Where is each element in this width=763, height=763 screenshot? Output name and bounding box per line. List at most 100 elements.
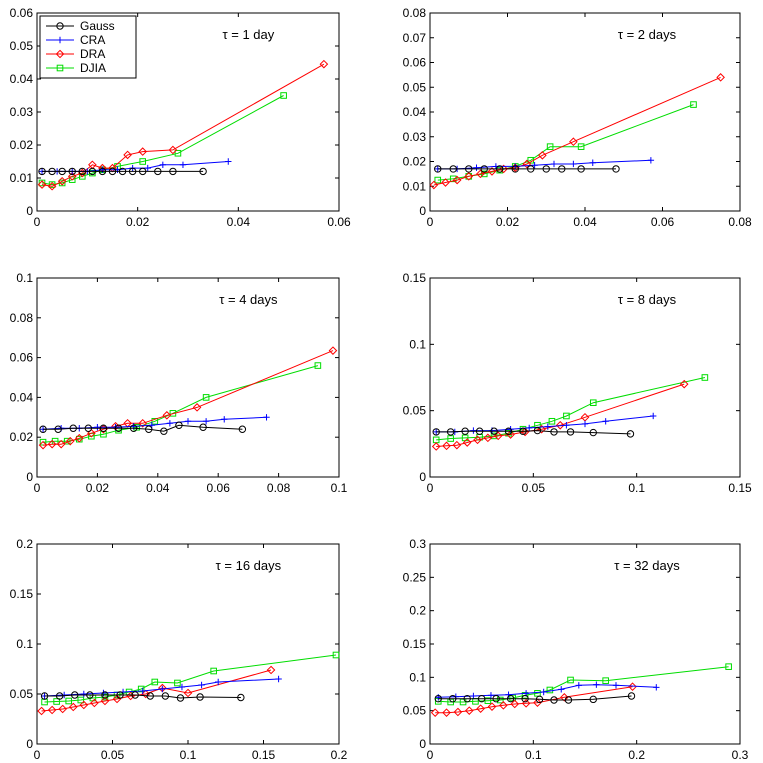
data-point-gauss <box>176 694 185 702</box>
series-line-gauss <box>44 694 241 699</box>
y-tick-label: 0.03 <box>10 105 34 119</box>
data-point-cra <box>166 420 174 427</box>
tau-annotation: τ = 8 days <box>618 292 677 307</box>
legend-marker-dra <box>55 49 65 59</box>
data-point-dra <box>141 689 151 699</box>
series-line-dra <box>42 350 334 446</box>
data-point-dra <box>522 159 532 169</box>
data-point-cra <box>470 692 477 700</box>
data-point-dra <box>555 420 565 430</box>
data-point-gauss <box>108 167 117 176</box>
data-point-dra <box>47 181 57 191</box>
tau-annotation: τ = 2 days <box>618 27 677 42</box>
series-gauss <box>39 421 247 435</box>
data-point-cra <box>159 685 166 693</box>
data-point-cra <box>647 157 655 164</box>
data-point-gauss <box>521 694 529 703</box>
chart-panel-1: 0 0.02 0.04 0.06 0 0.01 0.02 0.03 0.04 0.05 0.06 τ … <box>10 6 351 229</box>
y-tick-label: 0.07 <box>403 31 427 45</box>
data-point-gauss <box>128 167 137 176</box>
data-point-cra <box>178 683 186 691</box>
data-point-dra <box>56 439 66 449</box>
data-point-gauss <box>449 165 457 173</box>
data-point-gauss <box>477 694 486 703</box>
data-point-gauss <box>48 167 56 176</box>
data-point-cra <box>531 162 538 169</box>
data-point-gauss <box>533 426 542 435</box>
chart-panel-3: 0 0.02 0.04 0.06 0.08 0.1 0 0.02 0.04 0.06 0.08 0.1… <box>10 271 348 495</box>
data-point-djia <box>151 417 159 425</box>
data-point-djia <box>139 158 146 165</box>
series-gauss <box>40 691 245 702</box>
data-point-dra <box>87 428 96 438</box>
y-tick-label: 0.04 <box>10 72 34 86</box>
y-tick-label: 0.1 <box>409 670 426 684</box>
data-point-gauss <box>432 428 440 436</box>
data-point-dra <box>452 175 462 185</box>
y-tick-label: 0 <box>26 204 33 218</box>
data-point-gauss <box>54 425 62 433</box>
data-point-dra <box>68 702 78 712</box>
x-tick-label: 0 <box>427 481 434 495</box>
data-point-djia <box>449 175 457 183</box>
x-tick-label: 0.04 <box>227 215 251 229</box>
legend-label-djia: DJIA <box>80 61 106 75</box>
data-point-djia <box>434 176 442 184</box>
data-point-gauss <box>535 695 544 704</box>
data-point-gauss <box>114 424 123 432</box>
y-tick-label: 0.02 <box>403 155 427 169</box>
series-line-djia <box>438 666 729 703</box>
data-point-gauss <box>86 691 94 699</box>
data-point-gauss <box>39 425 47 433</box>
series-line-gauss <box>438 695 632 701</box>
data-point-dra <box>38 440 48 450</box>
x-tick-label: 0.06 <box>207 481 231 495</box>
y-tick-label: 0.04 <box>403 105 427 119</box>
data-point-dra <box>328 346 338 355</box>
x-tick-label: 0.02 <box>126 215 150 229</box>
data-point-cra <box>593 681 600 688</box>
y-tick-label: 0.15 <box>403 637 427 651</box>
axes-box <box>429 12 741 212</box>
data-point-gauss <box>58 167 66 176</box>
y-tick-label: 0.05 <box>10 39 34 53</box>
y-tick-label: 0.03 <box>403 130 427 144</box>
y-tick-label: 0.06 <box>10 6 34 20</box>
data-point-gauss <box>199 167 207 176</box>
data-point-gauss <box>98 167 107 176</box>
data-point-djia <box>210 667 217 675</box>
y-tick-label: 0.15 <box>403 271 427 285</box>
data-point-djia <box>314 362 322 369</box>
data-point-cra <box>202 418 210 425</box>
series-line-dra <box>433 76 721 186</box>
data-point-djia <box>725 663 732 670</box>
y-tick-label: 0.01 <box>403 179 427 193</box>
y-tick-label: 0.1 <box>16 637 33 651</box>
data-point-dra <box>37 706 46 716</box>
data-point-gauss <box>446 428 455 436</box>
data-point-gauss <box>577 165 585 173</box>
y-tick-label: 0.1 <box>409 337 426 351</box>
data-point-cra <box>470 427 477 434</box>
x-tick-label: 0.15 <box>728 481 752 495</box>
data-point-cra <box>144 164 151 172</box>
data-point-djia <box>174 149 182 157</box>
data-point-dra <box>453 707 463 717</box>
data-point-gauss <box>589 695 597 704</box>
data-point-gauss <box>154 167 162 176</box>
data-point-djia <box>546 143 554 150</box>
data-point-dra <box>100 696 110 706</box>
data-point-cra <box>225 158 232 165</box>
data-point-cra <box>275 675 282 683</box>
data-point-dra <box>533 698 542 707</box>
data-point-djia <box>68 176 76 183</box>
series-line-gauss <box>436 430 631 435</box>
data-point-gauss <box>558 165 566 173</box>
series-cra <box>41 675 282 700</box>
legend-label-dra: DRA <box>80 47 105 61</box>
series-djia <box>434 101 697 184</box>
data-point-gauss <box>542 165 550 173</box>
data-point-djia <box>534 690 541 697</box>
data-point-djia <box>77 696 85 704</box>
